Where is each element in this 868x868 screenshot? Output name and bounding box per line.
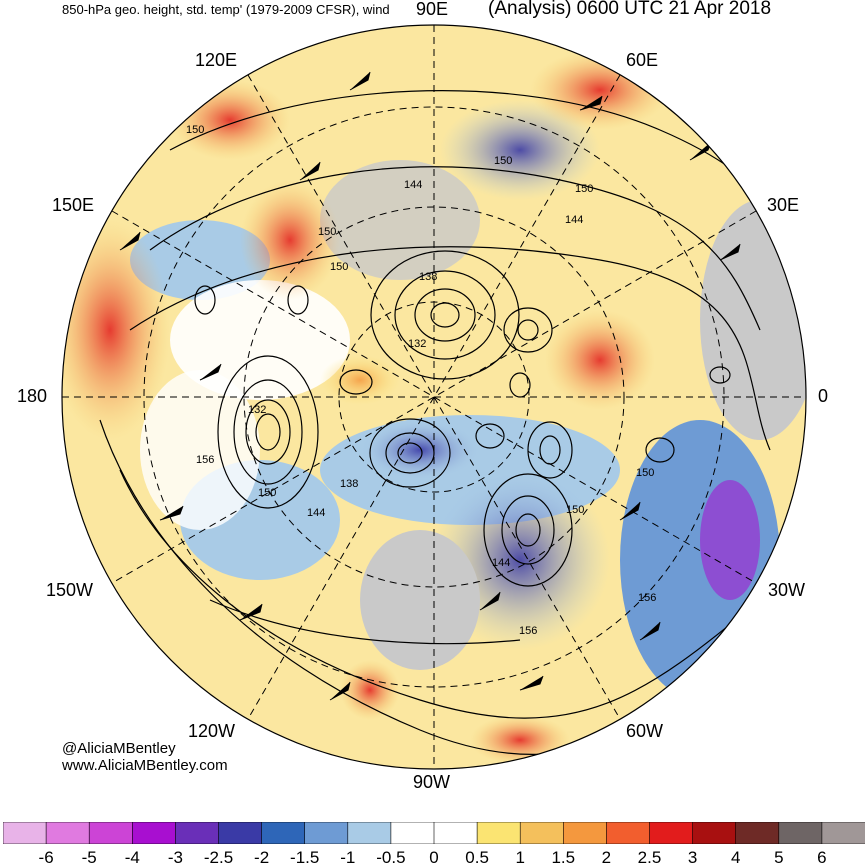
contour-label: 150 <box>330 261 348 273</box>
warm-anomaly <box>320 355 400 405</box>
colorbar-tick-label: 3 <box>687 848 698 867</box>
lon-label-60e: 60E <box>626 50 659 70</box>
colorbar-tick-label: -0.5 <box>376 848 406 867</box>
colorbar-swatch <box>433 822 478 844</box>
colorbar-tick-label: 5 <box>774 848 784 867</box>
lon-label-60w: 60W <box>626 721 664 741</box>
lon-label-30e: 30E <box>767 195 800 215</box>
colorbar-ticks: -6 -5 -4 -3 -2.5 -2 -1.5 -1 -0.5 0 0.5 1 1.5 2 2.5 3 4 5 6 <box>0 848 868 867</box>
contour-label: 150 <box>494 155 512 167</box>
contour-label: 150 <box>258 487 276 499</box>
colorbar-tick-label: -1 <box>340 848 356 867</box>
contour-label: 150 <box>636 467 654 479</box>
contour-label: 132 <box>408 338 426 350</box>
colorbar-swatch <box>821 822 865 844</box>
contour-label: 144 <box>492 557 510 569</box>
map-disk: 150 150 150 144 150 150 138 144 132 132 … <box>62 25 806 769</box>
colorbar-swatch <box>45 822 90 844</box>
lon-label-30w: 30W <box>768 580 806 600</box>
contour-label: 150 <box>186 124 204 136</box>
colorbar-tick-label: 1 <box>515 848 525 867</box>
colorbar <box>3 822 865 844</box>
wind-barbs <box>119 71 741 701</box>
colorbar-tick-label: 0.5 <box>465 848 489 867</box>
polar-map: 150 150 150 144 150 150 138 144 132 132 … <box>61 24 807 770</box>
warm-anomaly <box>470 715 570 765</box>
lon-label-120e: 120E <box>195 50 238 70</box>
colorbar-tick-label: 2.5 <box>637 848 662 867</box>
colorbar-tick-label: -2.5 <box>203 848 234 867</box>
lon-label-150e: 150E <box>52 195 95 215</box>
colorbar-swatch <box>304 822 349 844</box>
lon-label-0: 0 <box>818 386 829 406</box>
colorbar-swatch <box>735 822 780 844</box>
lon-label-120w: 120W <box>188 721 236 741</box>
warm-anomaly <box>545 310 655 410</box>
contour-label: 156 <box>638 592 656 604</box>
colorbar-tick-label: -3 <box>167 848 183 867</box>
height-contours <box>99 90 801 755</box>
warm-anomaly <box>340 660 400 720</box>
lon-label-90e: 90E <box>416 0 449 19</box>
neutral-anomaly <box>140 370 260 530</box>
contour-label: 150 <box>575 183 593 195</box>
colorbar-swatch <box>778 822 823 844</box>
contour-label: 144 <box>307 507 325 519</box>
colorbar-swatch <box>390 822 435 844</box>
colorbar-tick-label: -2 <box>254 848 270 867</box>
colorbar-tick-label: 2 <box>601 848 612 867</box>
map-title: (Analysis) 0600 UTC 21 Apr 2018 <box>488 0 772 19</box>
contour-label: 132 <box>248 404 266 416</box>
map-subtitle: 850-hPa geo. height, std. temp' (1979-20… <box>62 2 390 17</box>
colorbar-swatch <box>261 822 306 844</box>
colorbar-swatch <box>562 822 607 844</box>
colorbar-tick-label: 6 <box>817 848 827 867</box>
contour-label: 144 <box>404 179 422 191</box>
colorbar-swatch <box>88 822 133 844</box>
lon-label-150w: 150W <box>46 580 94 600</box>
lon-label-90w: 90W <box>413 772 451 792</box>
warm-anomaly <box>170 80 290 160</box>
land-mask <box>700 200 806 440</box>
graticule <box>62 25 806 769</box>
colorbar-swatch <box>132 822 177 844</box>
credit-url: www.AliciaMBentley.com <box>62 757 228 774</box>
colorbar-swatch <box>175 822 220 844</box>
colorbar-swatch <box>218 822 263 844</box>
colorbar-tick-label: -6 <box>38 848 54 867</box>
colorbar-tick-label: 4 <box>730 848 741 867</box>
contour-label: 156 <box>519 625 537 637</box>
land-mask <box>320 160 480 280</box>
colorbar-tick-label: -5 <box>81 848 97 867</box>
warm-anomaly <box>240 180 340 300</box>
colorbar-swatch <box>692 822 737 844</box>
contour-label: 156 <box>196 454 214 466</box>
contour-label: 150 <box>318 226 336 238</box>
contour-label: 150 <box>566 504 584 516</box>
colorbar-tick-label: -4 <box>124 848 140 867</box>
colorbar-swatch <box>649 822 694 844</box>
colorbar-swatch <box>606 822 651 844</box>
colorbar-swatch <box>3 822 47 844</box>
contour-labels: 150 150 150 144 150 150 138 144 132 132 … <box>186 124 656 637</box>
colorbar-tick-label: 1.5 <box>551 848 576 867</box>
colorbar-swatch <box>347 822 392 844</box>
colorbar-swatch <box>519 822 564 844</box>
cold-anomaly <box>440 100 600 200</box>
colorbar-tick-label: -1.5 <box>290 848 320 867</box>
contour-label: 138 <box>340 478 358 490</box>
credit-handle: @AliciaMBentley <box>62 740 176 757</box>
lon-label-180: 180 <box>17 386 48 406</box>
contour-label: 138 <box>419 271 437 283</box>
cold-anomaly <box>700 480 760 600</box>
colorbar-swatch <box>476 822 521 844</box>
land-mask <box>360 530 480 670</box>
colorbar-tick-label: 0 <box>429 848 439 867</box>
contour-label: 144 <box>565 214 583 226</box>
map-border <box>61 24 807 770</box>
